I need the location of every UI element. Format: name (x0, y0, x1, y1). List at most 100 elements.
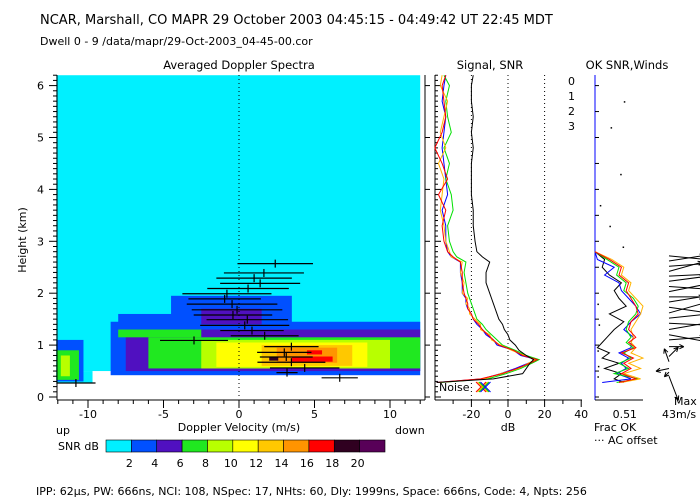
ac-offset-point (620, 173, 622, 176)
frac-ok-1 (594, 251, 645, 383)
x-tick-label: 0 (505, 408, 512, 421)
ac-offset-label: ··· AC offset (594, 434, 658, 447)
x-tick-label: 0 (236, 408, 243, 421)
wind-arrow (668, 284, 700, 293)
legend-beam-1: 1 (568, 90, 575, 103)
spectra-heatmap (56, 75, 421, 383)
wind-arrow (663, 371, 670, 378)
colorbar-swatch (105, 439, 132, 453)
profile-1 (437, 75, 537, 383)
ac-offset-point (597, 365, 600, 368)
x-tick-label: 1 (630, 408, 637, 421)
snr-region (60, 355, 70, 377)
wind-arrow (668, 376, 680, 401)
ac-offset-point (609, 225, 611, 228)
colorbar-swatch (156, 439, 183, 453)
wind-arrow (668, 323, 700, 331)
colorbar-swatch (131, 439, 158, 453)
ac-offset-point (597, 303, 599, 306)
wind-arrow (655, 367, 670, 373)
colorbar-tick-label: 8 (202, 457, 209, 470)
wind-arrow (668, 260, 700, 272)
colorbar-tick-label: 12 (249, 457, 263, 470)
wind-arrow (668, 274, 700, 282)
wind-arrow (669, 296, 700, 298)
ac-offset-point (599, 204, 602, 207)
colorbar-swatch (308, 439, 335, 453)
winds-title: OK SNR,Winds (586, 58, 669, 72)
wind-arrow (668, 346, 679, 357)
y-tick-label: 3 (37, 235, 44, 248)
wind-arrow (668, 263, 700, 267)
acquisition-parameters: IPP: 62μs, PW: 666ns, NCI: 108, NSpec: 1… (36, 485, 587, 498)
y-tick-label: 4 (37, 183, 44, 196)
colorbar-tick-label: 6 (177, 457, 184, 470)
snr-region (306, 350, 323, 355)
y-tick-label: 6 (37, 80, 44, 93)
wind-arrow (668, 253, 700, 262)
colorbar-tick-label: 4 (151, 457, 158, 470)
spectra-axes: 0 1 2 3 4 5 6 -10 -5 0 5 10 (37, 74, 430, 421)
noise-marker (478, 381, 490, 393)
colorbar-tick-label: 16 (300, 457, 314, 470)
profile-0 (434, 75, 539, 383)
wind-arrow (668, 294, 700, 303)
x-tick-label: 10 (383, 408, 397, 421)
noise-marker (480, 381, 491, 393)
colorbar: 2 4 6 8 10 12 14 16 18 20 (105, 439, 386, 470)
figure-title: NCAR, Marshall, CO MAPR 29 October 2003 … (40, 13, 553, 28)
y-tick-label: 5 (37, 132, 44, 145)
colorbar-tick-label: 10 (224, 457, 238, 470)
frac-ok-2 (594, 251, 639, 383)
wind-arrow (668, 274, 700, 277)
colorbar-swatch (181, 439, 208, 453)
wind-arrow (668, 303, 700, 314)
colorbar-tick-label: 20 (351, 457, 365, 470)
y-tick-label: 2 (37, 287, 44, 300)
wind-arrow (668, 314, 700, 319)
ac-offset-point (622, 246, 625, 248)
legend-beam-3: 3 (568, 120, 575, 133)
ok-snr-winds-panel: 0.5 1 (594, 75, 700, 421)
snr-region (118, 329, 202, 338)
profile-3 (436, 75, 539, 383)
x-tick-label: -5 (158, 408, 169, 421)
x-tick-label: 0.5 (613, 408, 631, 421)
colorbar-swatch (207, 439, 234, 453)
spectral-moments (56, 259, 358, 387)
signal-x-label: dB (501, 421, 516, 434)
max-label: Max (674, 395, 697, 408)
snr-region (291, 356, 333, 362)
ac-offset-point (598, 324, 601, 326)
frac-ok-black (594, 251, 628, 383)
noise-marker (475, 381, 487, 393)
colorbar-tick-label: 14 (275, 457, 289, 470)
colorbar-tick-label: 2 (126, 457, 133, 470)
figure-subtitle: Dwell 0 - 9 /data/mapr/29-Oct-2003_04-45… (40, 35, 313, 48)
colorbar-swatch (333, 439, 360, 453)
x-tick-label: -10 (79, 408, 97, 421)
colorbar-swatch (232, 439, 259, 453)
signal-snr-panel: -20 0 20 40 (434, 74, 588, 421)
legend-beam-2: 2 (568, 105, 575, 118)
ac-offset-point (597, 350, 599, 352)
colorbar-swatch (359, 439, 386, 453)
wind-arrow (668, 334, 700, 341)
colorbar-label: SNR dB (58, 440, 99, 453)
x-tick-label: -20 (462, 408, 480, 421)
noise-marker (477, 381, 488, 393)
y-axis-label: Height (km) (16, 207, 29, 273)
frac-ok-0 (594, 251, 639, 383)
y-tick-label: 0 (37, 391, 44, 404)
ac-offset-point (623, 101, 626, 103)
beam-legend: 0 1 2 3 (568, 75, 575, 133)
frac-ok-label: Frac OK (594, 421, 637, 434)
snr-region (201, 308, 262, 325)
legend-beam-0: 0 (568, 75, 575, 88)
signal-title: Signal, SNR (457, 58, 524, 72)
ac-offset-point (610, 127, 613, 129)
x-axis-label: Doppler Velocity (m/s) (178, 421, 300, 434)
noise-label: Noise (439, 381, 470, 394)
colorbar-swatch (283, 439, 310, 453)
